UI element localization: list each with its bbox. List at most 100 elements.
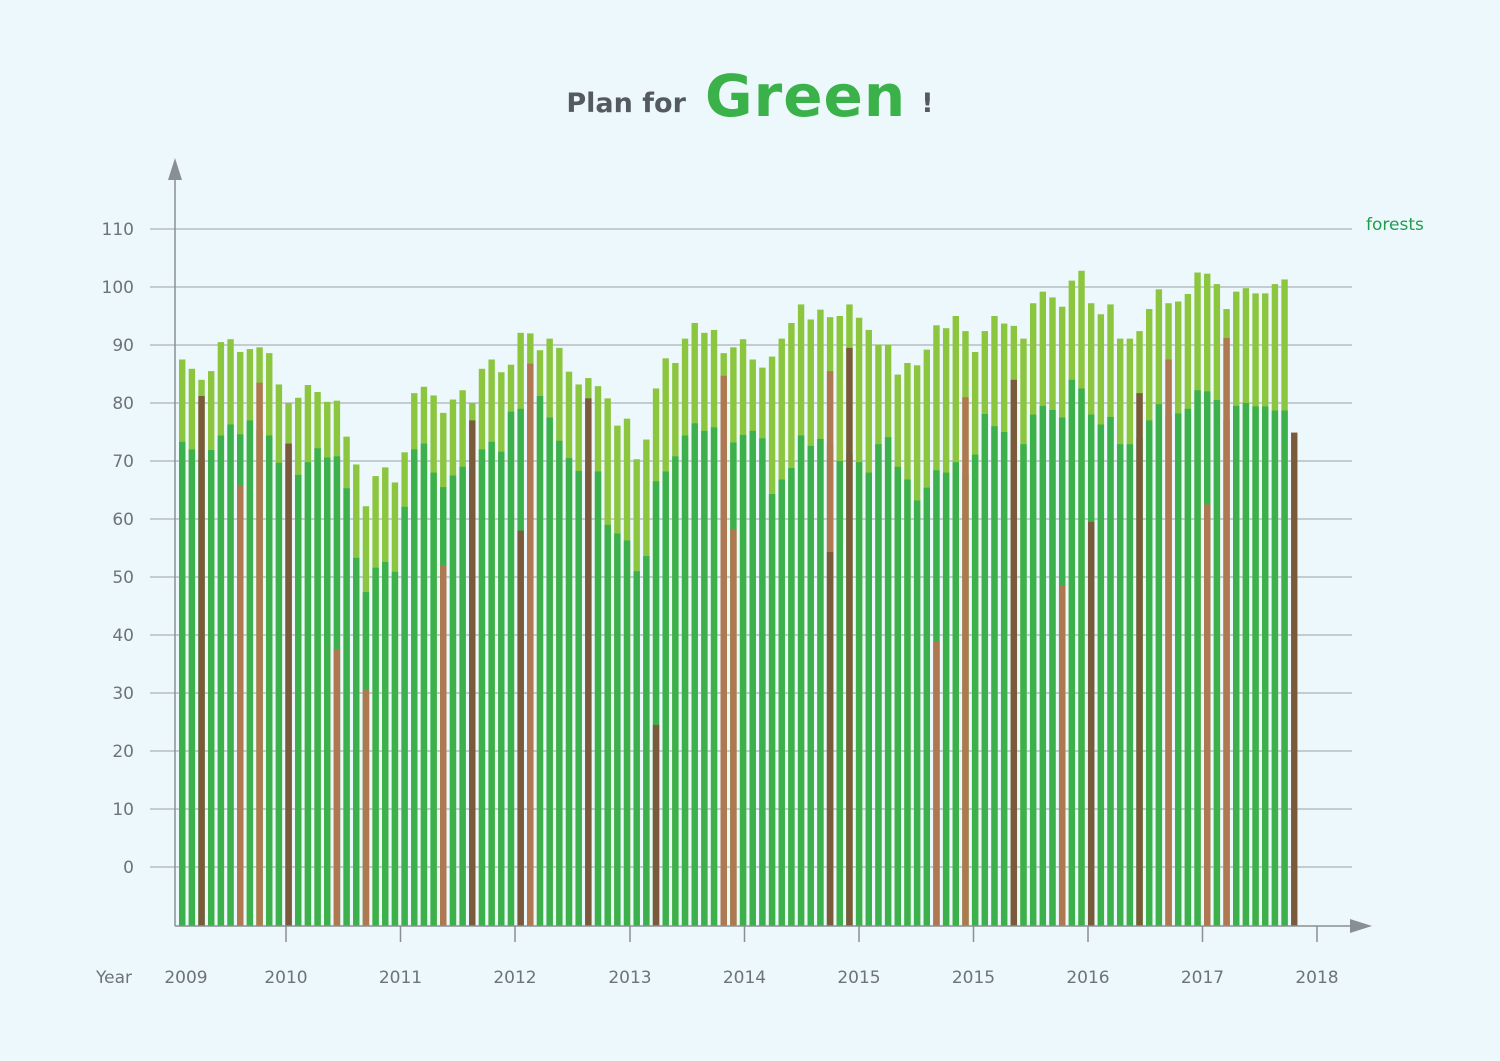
- bar-base: [1184, 408, 1192, 926]
- bar-base: [749, 430, 756, 926]
- bar-highlight: [1087, 521, 1095, 926]
- bar-base: [768, 494, 776, 926]
- bar-base: [449, 475, 457, 926]
- bar-base: [498, 451, 505, 926]
- bar-base: [614, 533, 621, 926]
- x-tick-label: 2011: [379, 968, 422, 988]
- y-tick-label: 70: [112, 452, 134, 472]
- x-tick-label: 2014: [723, 968, 766, 988]
- bar-highlight: [333, 649, 341, 926]
- bar-highlight: [652, 724, 660, 926]
- bar-base: [759, 438, 766, 926]
- bar-base: [1097, 424, 1105, 926]
- bar-base: [353, 557, 360, 926]
- bar-highlight: [1058, 585, 1066, 926]
- bar-highlight: [1291, 432, 1298, 926]
- y-tick-label: 0: [123, 858, 134, 878]
- bar-highlight: [826, 552, 834, 926]
- bar-base: [623, 540, 631, 926]
- bar-highlight: [517, 530, 524, 926]
- bar-highlight: [1010, 379, 1018, 926]
- bar-base: [188, 449, 196, 926]
- bar-base: [981, 414, 989, 926]
- bar-base: [701, 430, 708, 926]
- bar-base: [991, 426, 998, 926]
- y-tick-label: 80: [112, 394, 134, 414]
- bar-base: [1107, 416, 1114, 926]
- bar-base: [459, 466, 466, 926]
- bar-base: [817, 438, 824, 926]
- bar-highlight: [469, 420, 476, 926]
- bar-base: [1262, 406, 1269, 927]
- y-tick-label: 90: [112, 336, 134, 356]
- y-tick-label: 50: [112, 568, 134, 588]
- bar-base: [865, 472, 872, 926]
- bar-base: [227, 424, 234, 926]
- bar-base: [304, 462, 312, 926]
- y-tick-label: 30: [112, 684, 134, 704]
- bar-base: [1020, 444, 1027, 926]
- bar-base: [884, 437, 892, 926]
- bar-highlight: [256, 382, 263, 926]
- bar-base: [1155, 404, 1163, 926]
- bar-base: [923, 487, 930, 926]
- x-tick-label: 2012: [493, 968, 536, 988]
- y-tick-label: 100: [102, 278, 134, 298]
- bar-base: [575, 470, 582, 926]
- bar-base: [807, 445, 814, 926]
- bar-base: [904, 479, 911, 926]
- bar-highlight: [846, 347, 853, 926]
- bar-base: [401, 506, 408, 926]
- bar-highlight: [962, 397, 969, 926]
- bar-base: [739, 434, 747, 926]
- x-tick-label: 2016: [1066, 968, 1109, 988]
- bar-highlight: [1136, 393, 1143, 926]
- bar-highlight: [362, 690, 370, 926]
- y-axis-arrow: [168, 158, 182, 180]
- bar-highlight: [237, 485, 244, 926]
- bar-base: [536, 396, 544, 926]
- bar-base: [1039, 405, 1047, 926]
- bar-base: [1116, 444, 1124, 926]
- bar-highlight: [440, 565, 447, 926]
- bar-highlight: [730, 528, 737, 926]
- bar-base: [1233, 405, 1240, 926]
- title-suffix: !: [921, 88, 934, 119]
- bar-base: [604, 524, 611, 926]
- x-tick-label: 2015: [837, 968, 880, 988]
- bar-base: [1281, 410, 1288, 926]
- bar-base: [1029, 414, 1037, 926]
- y-tick-label: 40: [112, 626, 134, 646]
- bar-base: [894, 466, 901, 926]
- bar-base: [372, 567, 379, 926]
- y-tick-label: 10: [112, 800, 134, 820]
- bar-base: [652, 481, 660, 926]
- bar-base: [324, 457, 331, 926]
- y-tick-label: 110: [102, 220, 134, 240]
- bar-base: [1000, 432, 1008, 926]
- bar-base: [1271, 410, 1279, 926]
- bar-base: [681, 435, 689, 926]
- x-tick-label: 2015: [952, 968, 995, 988]
- bar-base: [275, 462, 283, 926]
- bar-base: [420, 443, 428, 926]
- bar-base: [952, 462, 959, 926]
- bar-base: [1194, 390, 1201, 926]
- bar-base: [179, 441, 186, 926]
- bar-base: [662, 471, 669, 926]
- bar-base: [1213, 400, 1221, 927]
- bar-base: [1126, 444, 1134, 926]
- bar-base: [797, 435, 805, 926]
- bar-highlight: [933, 641, 940, 926]
- bar-base: [507, 411, 515, 926]
- title-prefix: Plan for: [566, 88, 686, 119]
- bar-base: [314, 448, 321, 926]
- title-main: Green: [704, 62, 907, 130]
- bar-base: [788, 467, 795, 926]
- forests-label: forests: [1366, 215, 1424, 235]
- x-axis-label: Year: [95, 968, 132, 988]
- bar-base: [942, 472, 950, 926]
- bar-highlight: [1204, 504, 1211, 926]
- bar-base: [1078, 388, 1085, 926]
